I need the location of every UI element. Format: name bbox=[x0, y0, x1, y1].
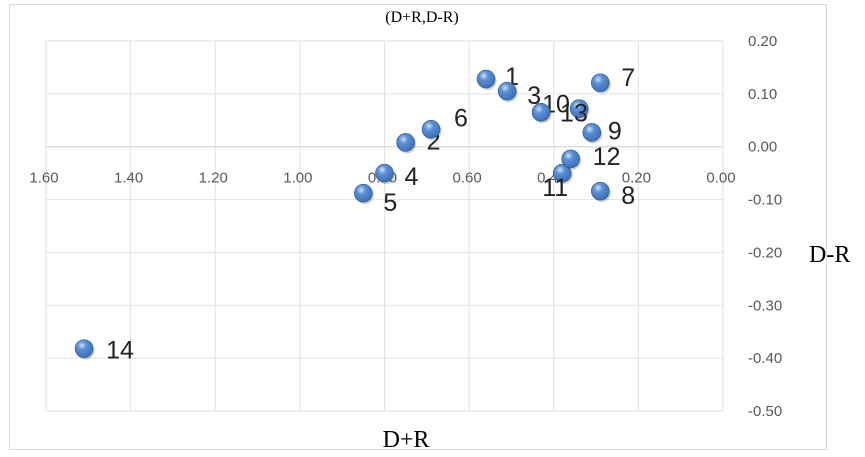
gridlines bbox=[45, 40, 724, 412]
data-point-marker bbox=[421, 119, 441, 139]
data-point-marker bbox=[590, 181, 610, 201]
data-point-label: 9 bbox=[608, 117, 622, 145]
y-axis-title: D-R bbox=[809, 242, 850, 268]
data-point-label: 11 bbox=[542, 174, 568, 202]
chart-area bbox=[9, 4, 827, 450]
y-tick-label: -0.20 bbox=[748, 244, 782, 261]
data-point-label: 12 bbox=[593, 143, 621, 171]
data-point-marker bbox=[590, 73, 610, 93]
data-point: 14 bbox=[74, 337, 134, 365]
data-point-label: 3 bbox=[527, 82, 541, 110]
y-tick-label: -0.40 bbox=[748, 350, 782, 367]
x-tick-label: 1.40 bbox=[114, 170, 143, 187]
data-point-marker bbox=[561, 149, 580, 169]
data-point-label: 6 bbox=[454, 104, 468, 132]
data-point-label: 7 bbox=[621, 64, 635, 92]
data-point-marker bbox=[396, 133, 415, 152]
data-point: 9 bbox=[582, 117, 622, 145]
x-tick-label: 1.20 bbox=[199, 170, 228, 187]
data-point-marker bbox=[531, 103, 551, 122]
data-point-marker bbox=[476, 69, 496, 89]
data-point: 6 bbox=[421, 104, 468, 141]
data-point-marker bbox=[497, 81, 517, 101]
y-tick-label: -0.30 bbox=[748, 297, 782, 314]
data-point-label: 13 bbox=[560, 99, 588, 127]
data-point: 3 bbox=[497, 81, 541, 110]
x-tick-label: 0.00 bbox=[706, 170, 735, 187]
x-tick-label: 0.60 bbox=[453, 170, 482, 187]
data-point-label: 8 bbox=[621, 182, 635, 210]
x-axis-title: D+R bbox=[383, 427, 430, 453]
data-point-marker bbox=[354, 183, 373, 203]
data-point: 5 bbox=[354, 183, 397, 217]
data-point: 7 bbox=[590, 64, 635, 94]
data-point: 10 bbox=[542, 91, 590, 120]
chart-title: (D+R,D-R) bbox=[385, 9, 458, 26]
data-point: 11 bbox=[542, 163, 573, 202]
data-point-marker bbox=[582, 123, 602, 142]
x-tick-label: 0.20 bbox=[622, 170, 651, 187]
y-tick-label: -0.50 bbox=[748, 403, 782, 420]
data-point: 4 bbox=[375, 163, 419, 191]
data-point-marker bbox=[375, 163, 394, 183]
y-tick-label: 0.20 bbox=[748, 33, 777, 50]
data-point-marker bbox=[552, 163, 572, 183]
data-point: 8 bbox=[590, 181, 635, 210]
data-point-label: 5 bbox=[383, 189, 397, 217]
data-point-marker bbox=[569, 99, 589, 118]
tick-labels: 0.20 0.10 0.00 -0.10 -0.20 -0.30 -0.40 -0.50 1.6… bbox=[29, 33, 782, 420]
y-tick-label: -0.10 bbox=[748, 192, 782, 209]
data-point: 13 bbox=[531, 99, 588, 127]
data-point-label: 4 bbox=[405, 163, 419, 191]
y-tick-label: 0.10 bbox=[748, 86, 777, 103]
y-tick-label: 0.00 bbox=[748, 139, 777, 156]
data-point-marker bbox=[74, 339, 94, 358]
x-tick-label: 1.00 bbox=[283, 170, 312, 187]
data-point: 12 bbox=[561, 143, 621, 171]
data-point-label: 14 bbox=[106, 337, 134, 365]
x-tick-label: 1.60 bbox=[29, 170, 58, 187]
